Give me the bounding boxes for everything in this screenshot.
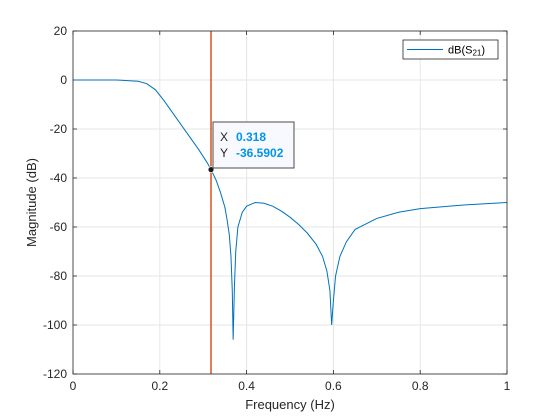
legend-box [402,39,499,60]
datatip[interactable]: X 0.318 Y -36.5902 [212,121,295,169]
y-tick-label: -80 [50,269,68,283]
legend[interactable]: dB(S21) [402,39,499,60]
datatip-x-key: X [220,130,228,144]
x-tick-label: 0.4 [238,379,255,393]
datatip-y-value: -36.5902 [236,146,284,160]
y-tick-label: -100 [43,318,67,332]
y-tick-label: -40 [50,171,68,185]
legend-label: dB(S21) [448,45,485,58]
axes-box [72,30,508,375]
series-line-dB-S21[interactable] [73,79,508,340]
y-tick-label: -120 [43,367,67,381]
y-tick-label: -60 [50,220,68,234]
legend-label-main: dB(S [448,45,472,57]
x-axis-label: Frequency (Hz) [245,397,335,412]
axes-background [73,31,507,374]
y-tick-label: 0 [60,73,67,87]
y-tick-label: 20 [54,24,68,38]
x-tick-label: 0.6 [325,379,342,393]
datatip-x-value: 0.318 [236,130,266,144]
legend-label-subscript: 21 [472,49,481,58]
x-tick-label: 0 [70,379,77,393]
x-tick-label: 0.2 [151,379,168,393]
y-tick-label: -20 [50,122,68,136]
datatip-box [212,121,295,169]
x-tick-label: 1 [504,379,511,393]
y-axis-label: Magnitude (dB) [24,158,39,247]
legend-label-end: ) [481,45,485,57]
y-axis-ticks: 20 0 -20 -40 -60 -80 -100 -120 [43,24,507,381]
x-tick-label: 0.8 [412,379,429,393]
x-axis-ticks: 0 0.2 0.4 0.6 0.8 1 [70,31,511,393]
datatip-y-key: Y [220,146,228,160]
